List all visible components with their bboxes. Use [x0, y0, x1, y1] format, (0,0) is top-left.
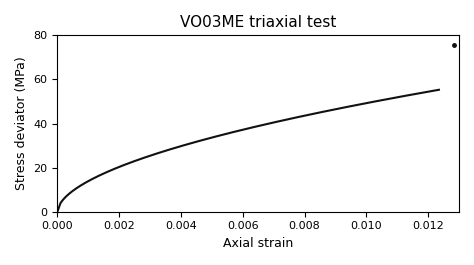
X-axis label: Axial strain: Axial strain	[223, 237, 293, 250]
Y-axis label: Stress deviator (MPa): Stress deviator (MPa)	[15, 57, 28, 191]
Title: VO03ME triaxial test: VO03ME triaxial test	[180, 15, 337, 30]
